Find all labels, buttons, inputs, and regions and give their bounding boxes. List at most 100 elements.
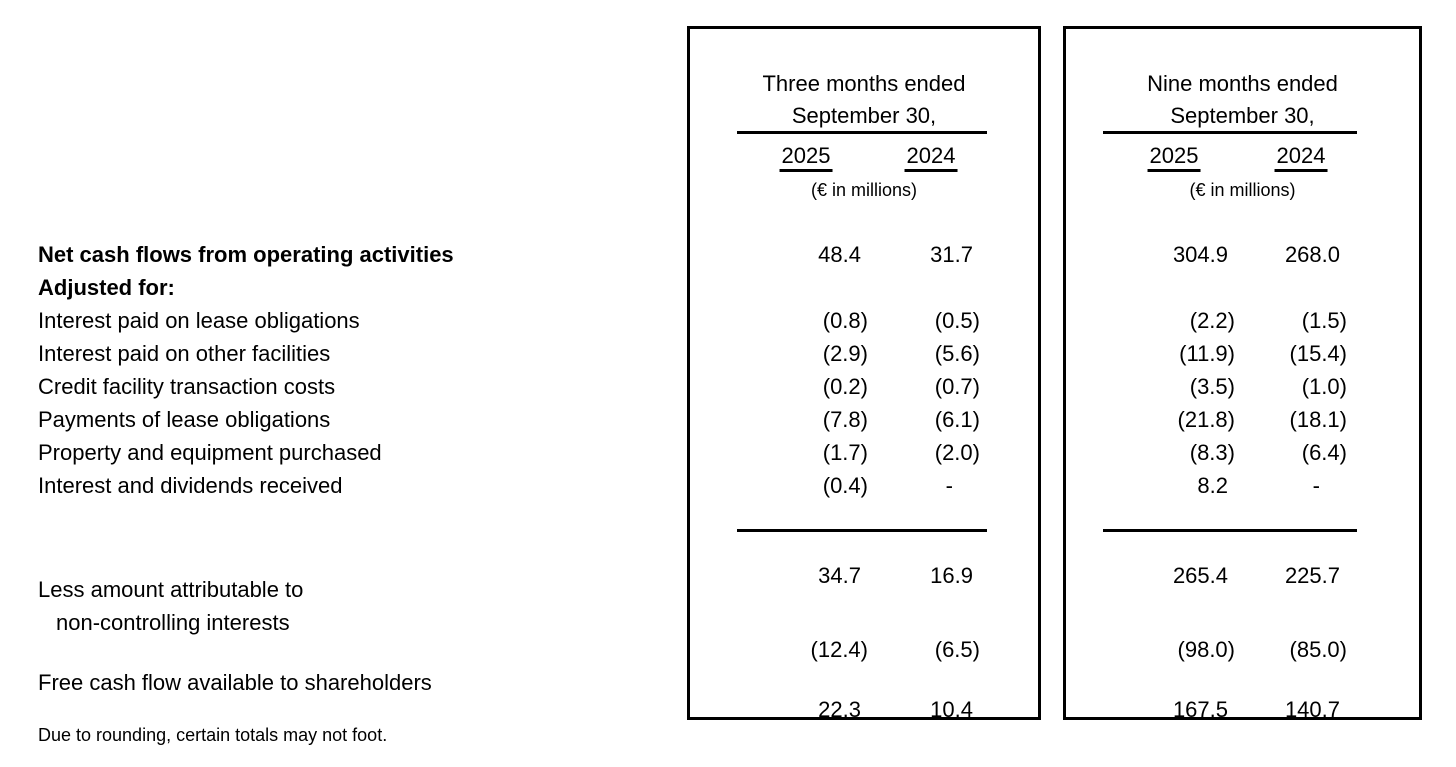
row-label: Interest and dividends received (38, 473, 343, 498)
value-cell: (7.8) (822, 407, 868, 432)
value-cell: (18.1) (1289, 407, 1347, 432)
value-cell: (6.5) (934, 637, 980, 662)
row-label: Less amount attributable to (38, 577, 304, 602)
value-cell: (11.9) (1179, 341, 1235, 366)
value-cell: (0.2) (822, 374, 868, 399)
value-row: (21.8) (18.1) (1066, 403, 1419, 436)
value-row: (0.8) (0.5) (690, 304, 1038, 337)
value-cell: (6.1) (934, 407, 980, 432)
value-row: 167.5 140.7 (1066, 693, 1419, 726)
value-cell: 304.9 (1172, 242, 1228, 267)
year-column-header: 2024 (904, 142, 958, 172)
row-label: Credit facility transaction costs (38, 374, 336, 399)
value-cell: 265.4 (1172, 563, 1228, 588)
year-column-header: 2024 (1274, 142, 1328, 172)
value-cell: (2.0) (934, 440, 980, 465)
period-title-line1: Nine months ended (1147, 71, 1338, 96)
period-title-line2: September 30, (1170, 103, 1315, 128)
value-cell: 140.7 (1284, 697, 1340, 722)
value-cell: 31.7 (930, 242, 973, 267)
row-label (38, 532, 658, 565)
value-cell: (98.0) (1177, 637, 1235, 662)
value-row: (0.4) - (690, 469, 1038, 502)
three-months-values: 48.4 31.7 (0.8) (0.5) (2.9) (5.6) (0.2) (0.7) (7… (690, 238, 1038, 726)
value-cell: (15.4) (1289, 341, 1347, 366)
row-label: non-controlling interests (56, 610, 290, 635)
value-row: (3.5) (1.0) (1066, 370, 1419, 403)
value-row: 265.4 225.7 (1066, 559, 1419, 592)
value-cell: - (1312, 473, 1320, 498)
row-label: Interest paid on lease obligations (38, 308, 360, 333)
value-cell: 34.7 (818, 563, 861, 588)
value-cell: (3.5) (1189, 374, 1235, 399)
nine-months-table: Nine months ended September 30, 2025 202… (1063, 26, 1422, 722)
value-cell: 268.0 (1284, 242, 1340, 267)
value-cell: 22.3 (818, 697, 861, 722)
value-cell: (0.4) (822, 473, 868, 498)
nine-months-values: 304.9 268.0 (2.2) (1.5) (11.9) (15.4) (3.5) (1.… (1066, 238, 1419, 726)
value-cell: 16.9 (930, 563, 973, 588)
subtotal-rule-row (690, 529, 1038, 559)
value-row: (11.9) (15.4) (1066, 337, 1419, 370)
value-cell: (6.4) (1301, 440, 1347, 465)
value-row: 304.9 268.0 (1066, 238, 1419, 271)
period-title-line2: September 30, (791, 103, 937, 128)
header-underline (737, 131, 987, 134)
value-cell: (2.2) (1189, 308, 1235, 333)
period-title-nine-months: Nine months ended September 30, (1066, 68, 1419, 132)
value-row: (2.2) (1.5) (1066, 304, 1419, 337)
subtotal-rule (737, 529, 987, 532)
rounding-footnote: Due to rounding, certain totals may not … (38, 725, 388, 745)
value-cell: (12.4) (810, 637, 868, 662)
value-cell: (85.0) (1289, 637, 1347, 662)
spacer-row (1066, 666, 1419, 693)
row-spacer (38, 639, 658, 666)
value-cell: (5.6) (934, 341, 980, 366)
row-spacer (38, 565, 658, 573)
value-cell: (1.5) (1301, 308, 1347, 333)
row-labels-column: Net cash flows from operating activities… (38, 238, 658, 699)
value-cell: - (945, 473, 953, 498)
value-cell: (8.3) (1189, 440, 1235, 465)
value-cell: 10.4 (930, 697, 973, 722)
subtotal-rule-row (1066, 529, 1419, 559)
value-row: (98.0) (85.0) (1066, 633, 1419, 666)
value-cell: (0.5) (934, 308, 980, 333)
value-row: (12.4) (6.5) (690, 633, 1038, 666)
row-label: Property and equipment purchased (38, 440, 382, 465)
spacer-row (690, 666, 1038, 693)
value-row: (2.9) (5.6) (690, 337, 1038, 370)
row-label: Adjusted for: (38, 275, 175, 300)
value-row: 8.2 - (1066, 469, 1419, 502)
unit-note: (€ in millions) (810, 180, 918, 200)
value-row: 48.4 31.7 (690, 238, 1038, 271)
row-label: Net cash flows from operating activities (38, 242, 454, 267)
year-column-header: 2025 (1147, 142, 1201, 172)
value-row: 22.3 10.4 (690, 693, 1038, 726)
value-row (1066, 600, 1419, 633)
value-row: (0.2) (0.7) (690, 370, 1038, 403)
spacer-row (690, 592, 1038, 600)
value-cell: (0.7) (934, 374, 980, 399)
unit-note: (€ in millions) (1189, 180, 1296, 200)
spacer-row (1066, 592, 1419, 600)
subtotal-rule (1103, 529, 1357, 532)
value-cell: (21.8) (1177, 407, 1235, 432)
value-row: (1.7) (2.0) (690, 436, 1038, 469)
value-row: 34.7 16.9 (690, 559, 1038, 592)
three-months-table: Three months ended September 30, 2025 20… (687, 26, 1041, 722)
row-label: Interest paid on other facilities (38, 341, 331, 366)
value-cell: (1.0) (1301, 374, 1347, 399)
value-row (690, 600, 1038, 633)
value-cell: 167.5 (1172, 697, 1228, 722)
value-cell: 48.4 (818, 242, 861, 267)
row-label: Free cash flow available to shareholders (38, 670, 432, 695)
value-row: (8.3) (6.4) (1066, 436, 1419, 469)
value-cell: (2.9) (822, 341, 868, 366)
period-title-three-months: Three months ended September 30, (690, 68, 1038, 132)
header-underline (1103, 131, 1357, 134)
value-cell: 8.2 (1197, 473, 1228, 498)
row-spacer (38, 502, 658, 532)
value-row: (7.8) (6.1) (690, 403, 1038, 436)
value-cell: (0.8) (822, 308, 868, 333)
